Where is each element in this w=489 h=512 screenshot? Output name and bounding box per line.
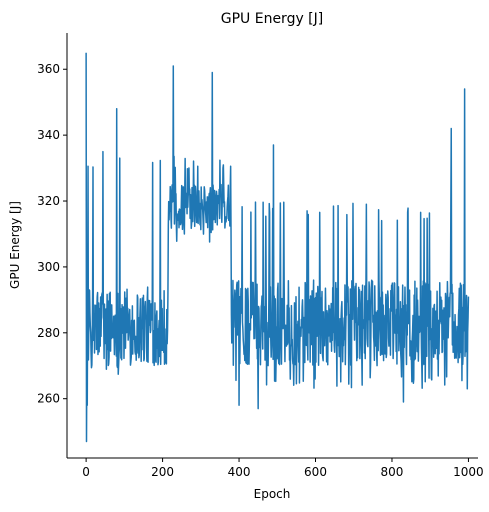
x-tick-label: 600 xyxy=(304,465,327,479)
x-axis-ticks: 0 200 400 600 800 1000 xyxy=(82,458,484,479)
x-tick-label: 0 xyxy=(82,465,90,479)
y-tick-label: 340 xyxy=(37,128,60,142)
gpu-energy-series-line xyxy=(85,52,470,443)
y-axis-ticks: 260 280 300 320 340 360 xyxy=(37,62,67,406)
y-tick-label: 280 xyxy=(37,326,60,340)
x-tick-label: 200 xyxy=(151,465,174,479)
y-tick-label: 300 xyxy=(37,260,60,274)
x-tick-label: 800 xyxy=(381,465,404,479)
x-tick-label: 400 xyxy=(228,465,251,479)
y-tick-label: 360 xyxy=(37,62,60,76)
x-tick-label: 1000 xyxy=(453,465,484,479)
y-tick-label: 320 xyxy=(37,194,60,208)
y-axis-label: GPU Energy [J] xyxy=(8,201,22,289)
x-axis-label: Epoch xyxy=(254,487,291,501)
plot-area xyxy=(85,52,470,443)
chart-title: GPU Energy [J] xyxy=(221,11,324,27)
y-tick-label: 260 xyxy=(37,392,60,406)
